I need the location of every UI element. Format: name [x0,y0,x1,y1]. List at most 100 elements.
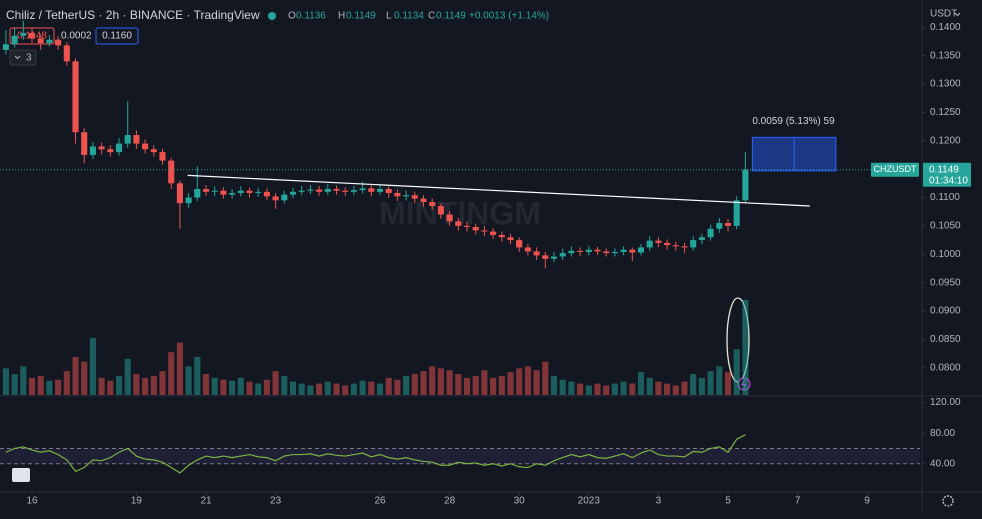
volume-bar [455,374,462,395]
candle-body [211,190,218,192]
volume-bar [246,381,253,395]
volume-bar [681,381,688,395]
candle-body [255,191,262,193]
candle-body [516,240,523,248]
candle-body [115,143,123,153]
candle-body [376,188,384,192]
candle-body [533,251,540,256]
currency[interactable]: USDT [930,9,957,20]
x-tick-label: 21 [200,496,212,507]
volume-bar [89,337,96,395]
candle-body [150,149,157,153]
legend-value: 0.1136 [296,11,326,22]
ask[interactable]: 0.1160 [102,31,132,42]
candle-body [524,247,531,252]
volume-bar [2,368,9,395]
candle-body [28,32,36,39]
candle-body [403,195,410,197]
volume-bar [211,377,218,395]
volume-bar [316,383,323,395]
volume-bar [429,366,436,395]
volume-bar [220,379,227,395]
trendline [187,174,810,207]
x-tick-label: 9 [864,496,870,507]
volume-bar [611,383,618,395]
y-tick-label: 0.1000 [930,249,961,260]
candle-body [298,190,305,192]
volume-bar [698,377,705,395]
volume-bar [620,381,627,395]
volume-bar [690,374,697,395]
y-tick-label: 0.1300 [930,79,961,90]
volume-bar [159,371,166,395]
candle-body [646,240,653,248]
candle-body [455,221,462,226]
change: +0.0013 (+1.14%) [469,11,549,22]
chart-title: Chiliz / TetherUS · 2h · BINANCE · Tradi… [6,8,260,22]
symbol-tag [871,162,919,177]
indicators-toggle[interactable] [9,49,37,66]
candle-body [672,245,679,247]
indicators-count[interactable]: 3 [26,53,32,64]
candle-body [542,255,549,259]
candle-body [481,230,488,232]
volume-bar [742,299,749,395]
volume-bar [229,380,236,395]
candle-body [176,183,183,204]
x-tick-label: 30 [514,496,526,507]
candle-body [577,250,584,252]
x-tick-label: 7 [795,496,801,507]
y-tick-label: 0.1250 [930,107,961,118]
tv-logo[interactable] [12,468,30,482]
candle-body [263,191,270,197]
volume-bar [385,377,392,395]
candle-body [490,231,497,235]
candle-body [707,228,714,238]
volume-bar [350,383,357,395]
volume-bar [202,374,210,395]
candle-body [568,250,575,254]
candle-body [237,190,244,193]
measure-label: 0.0059 (5.13%) 59 [752,116,835,127]
volume-bar [107,380,114,395]
volume-bar [707,371,714,395]
settings-icon[interactable] [942,495,954,507]
candle-body [664,242,671,246]
volume-bar [463,377,471,395]
volume-bar [403,375,410,395]
x-tick-label: 16 [26,496,38,507]
candle-body [698,237,705,241]
candle-body [385,188,392,193]
ask-box[interactable] [95,27,139,45]
volume-bar [516,368,523,395]
x-tick-label: 5 [725,496,731,507]
volume-bar [568,381,575,395]
rsi-tick-label: 120.00 [930,397,961,408]
candle-body [342,190,349,192]
candle-body [411,195,418,199]
candle-body [429,202,436,207]
bid-box[interactable] [9,27,55,45]
volume-bar [664,383,671,395]
volume-bar [533,370,540,395]
volume-bar [733,349,740,395]
rsi-tick-label: 80.00 [930,428,955,439]
volume-bar [594,383,601,395]
candle-body [289,191,297,195]
y-tick-label: 0.1400 [930,22,961,33]
candle-body [724,223,732,226]
candle-body [194,188,201,198]
candle-body [637,247,645,253]
candle-body [420,198,427,203]
volume-bar [498,375,505,395]
x-tick-label: 19 [131,496,143,507]
candle-body [246,190,253,193]
price-tag [923,162,971,187]
volume-bar [342,385,349,395]
y-tick-label: 0.1350 [930,50,961,61]
volume-bar [716,366,723,395]
candle-body [202,188,210,192]
candle-body [229,192,236,195]
